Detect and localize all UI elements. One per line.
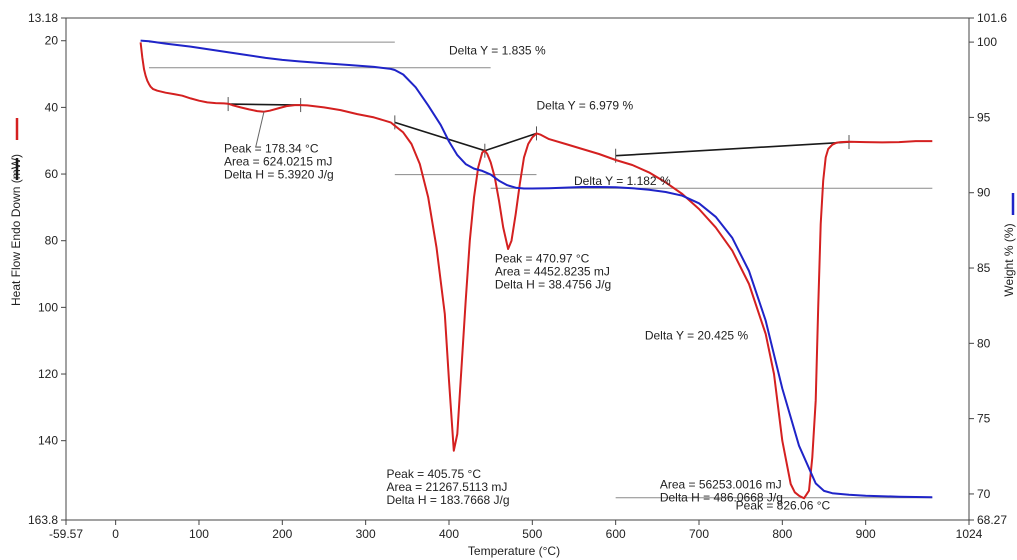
weight-percent-curve [140,39,933,499]
right-tick-label: 75 [977,412,991,426]
plot-frame [65,17,970,521]
axes-frame [65,17,970,521]
annotation-text: Peak = 470.97 °C [495,252,590,266]
x-tick-label: 300 [356,527,376,541]
x-tick-label: 1024 [956,527,983,541]
annotation-text: Area = 624.0215 mJ [224,154,332,168]
left-tick-label: 100 [38,300,58,314]
x-tick-label: 800 [772,527,792,541]
heat-flow-curve [139,42,933,500]
annotation-text: Delta Y = 1.835 % [449,44,546,58]
x-tick-label: 200 [272,527,292,541]
annotation-text: Peak = 405.75 °C [386,467,481,481]
annotation-text: Area = 56253.0016 mJ [660,477,782,491]
x-tick-label: 500 [522,527,542,541]
left-tick-label: 20 [45,34,59,48]
right-tick-label: 100 [977,35,997,49]
x-axis-title: Temperature (°C) [468,544,560,558]
x-tick-label: 700 [689,527,709,541]
baseline-segment [394,121,537,152]
x-tick-label: 900 [856,527,876,541]
right-tick-label: 68.27 [977,513,1007,527]
left-tick-label: 13.18 [28,11,58,25]
right-tick-label: 95 [977,110,991,124]
right-axis-title: Weight % (%) [1002,223,1016,296]
left-tick-label: 60 [45,167,59,181]
annotation-text: Peak = 826.06 °C [736,499,831,513]
annotation-text: Delta Y = 1.182 % [574,174,671,188]
annotations: Delta Y = 1.835 % Delta Y = 6.979 % Delta … [224,44,831,513]
data-series [139,39,933,500]
annotation-text: Area = 21267.5113 mJ [386,480,507,494]
annotation-text: Delta H = 486.0668 J/g [660,490,783,504]
x-tick-label: 600 [606,527,626,541]
right-tick-label: 70 [977,487,991,501]
annotation-text: Delta H = 183.7668 J/g [386,493,509,507]
left-tick-label: 40 [45,100,59,114]
left-tick-label: 120 [38,367,58,381]
peak-leader-line [255,111,265,148]
annotation-text: Delta Y = 20.425 % [645,328,749,342]
x-tick-label: -59.57 [49,527,83,541]
x-tick-label: 400 [439,527,459,541]
axis-ticks: -59.57 0 100 200 300 400 500 600 700 800 900 1024 13… [28,11,1007,541]
annotation-text: Delta Y = 6.979 % [536,99,633,113]
x-tick-label: 100 [189,527,209,541]
annotation-text: Delta H = 38.4756 J/g [495,278,611,292]
right-tick-label: 90 [977,186,991,200]
annotation-text: Peak = 178.34 °C [224,141,319,155]
left-tick-label: 140 [38,434,58,448]
x-tick-label: 0 [112,527,119,541]
right-tick-label: 80 [977,336,991,350]
left-axis-title: Heat Flow Endo Down (mW) [9,154,23,306]
annotation-text: Delta H = 5.3920 J/g [224,167,334,181]
baseline-segment [615,141,850,157]
right-tick-label: 85 [977,261,991,275]
annotation-text: Area = 4452.8235 mJ [495,265,610,279]
left-tick-label: 163.8 [28,513,58,527]
left-tick-label: 80 [45,234,59,248]
right-tick-label: 101.6 [977,11,1007,25]
